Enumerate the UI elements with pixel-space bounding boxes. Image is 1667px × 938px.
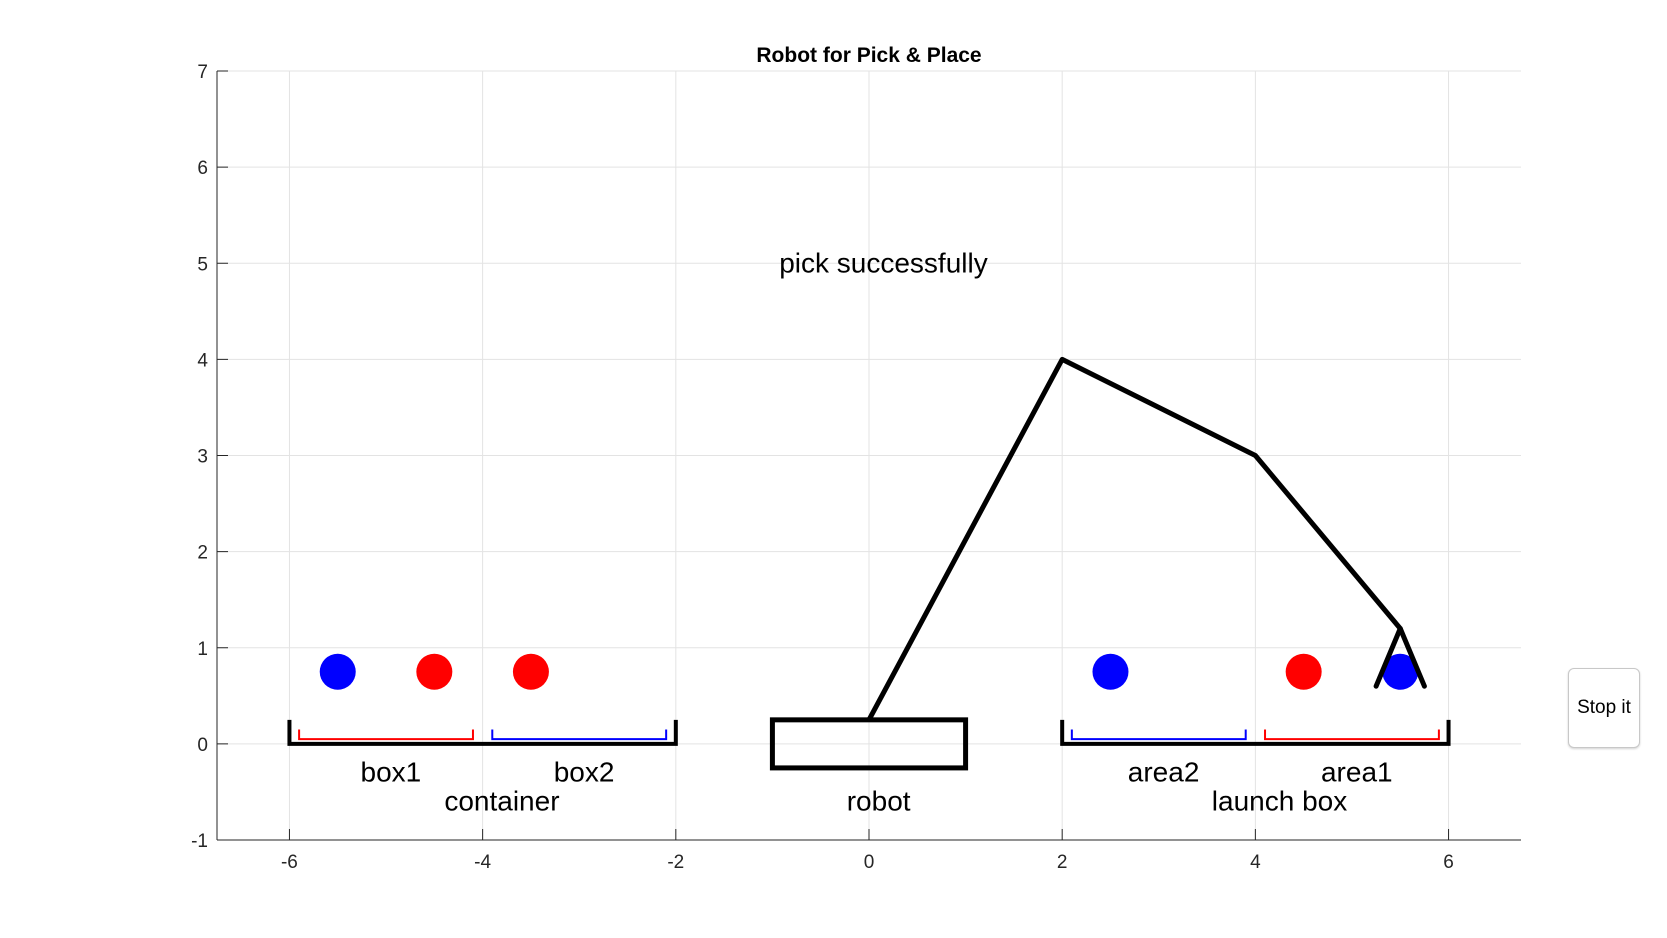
blue-ball bbox=[1382, 653, 1419, 690]
x-tick-label: -4 bbox=[474, 852, 491, 873]
label-area1: area1 bbox=[1321, 757, 1393, 788]
y-tick-label: 0 bbox=[197, 735, 208, 756]
y-tick-label: 7 bbox=[197, 62, 208, 83]
chart-title: Robot for Pick & Place bbox=[756, 44, 981, 67]
x-tick-label: 0 bbox=[864, 852, 875, 873]
label-container: container bbox=[444, 786, 559, 817]
y-tick-label: 3 bbox=[197, 447, 208, 468]
sub-tray bbox=[1070, 729, 1247, 741]
y-tick-label: 6 bbox=[197, 158, 208, 179]
container-tray bbox=[287, 719, 678, 746]
y-tick-label: 2 bbox=[197, 543, 208, 564]
label-box1: box1 bbox=[361, 757, 422, 788]
sub-tray bbox=[491, 729, 668, 741]
label-robot: robot bbox=[847, 786, 911, 817]
y-tick-label: 5 bbox=[197, 254, 208, 275]
y-tick-label: 1 bbox=[197, 639, 208, 660]
x-tick-label: 2 bbox=[1057, 852, 1068, 873]
sub-tray bbox=[1264, 729, 1440, 741]
red-ball bbox=[1285, 653, 1322, 690]
robot-arm bbox=[866, 356, 1403, 722]
label-box2: box2 bbox=[554, 757, 615, 788]
gripper-right-finger bbox=[1397, 626, 1427, 689]
label-area2: area2 bbox=[1128, 757, 1200, 788]
axes-layer: -6 -4 -2 0 2 4 6 -1 0 1 2 3 4 5 6 7 bbox=[191, 62, 1521, 873]
red-ball bbox=[416, 653, 453, 690]
x-tick-label: -2 bbox=[667, 852, 684, 873]
x-tick-label: -6 bbox=[281, 852, 298, 873]
blue-ball bbox=[319, 653, 356, 690]
gripper-left-finger bbox=[1373, 626, 1403, 689]
label-launch-box: launch box bbox=[1212, 786, 1347, 817]
x-tick-label: 4 bbox=[1250, 852, 1261, 873]
red-ball bbox=[512, 653, 549, 690]
y-tick-label: -1 bbox=[191, 831, 208, 852]
sub-tray bbox=[298, 729, 474, 741]
status-text: pick successfully bbox=[779, 247, 988, 278]
grid-layer bbox=[217, 70, 1521, 841]
stop-button[interactable]: Stop it bbox=[1568, 668, 1640, 748]
x-tick-label: 6 bbox=[1443, 852, 1454, 873]
launch-box-tray bbox=[1060, 719, 1451, 746]
y-tick-label: 4 bbox=[197, 350, 208, 371]
blue-ball bbox=[1092, 653, 1129, 690]
